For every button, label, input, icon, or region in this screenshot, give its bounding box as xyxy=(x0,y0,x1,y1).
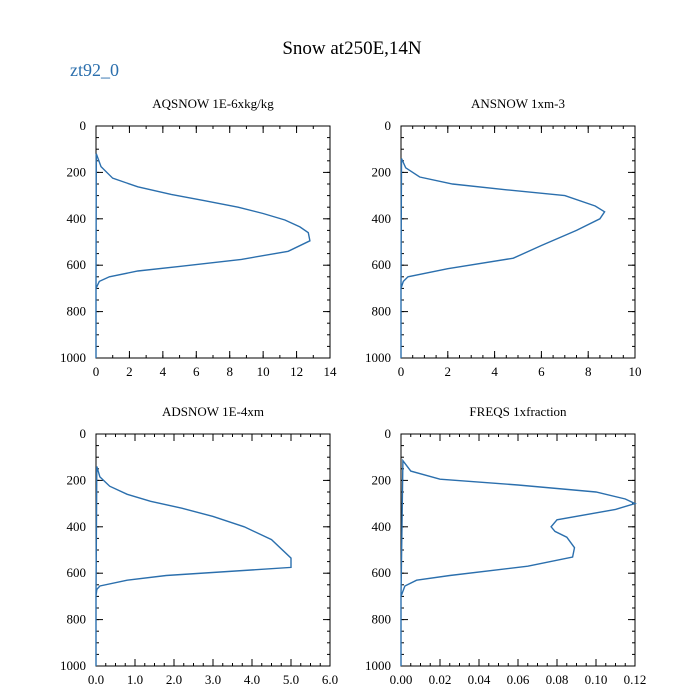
freqs-y-tick-label: 0 xyxy=(385,426,392,441)
aqsnow-title: AQSNOW 1E-6xkg/kg xyxy=(152,96,274,111)
aqsnow-x-tick-label: 12 xyxy=(290,364,303,379)
freqs-x-tick-label: 0.04 xyxy=(468,672,491,687)
ansnow-x-tick-label: 0 xyxy=(398,364,405,379)
freqs-title: FREQS 1xfraction xyxy=(469,404,567,419)
aqsnow-x-tick-label: 6 xyxy=(193,364,200,379)
freqs-x-tick-label: 0.12 xyxy=(624,672,647,687)
legend: zt92_0 xyxy=(70,60,119,80)
panel-freqs: FREQS 1xfraction 0.00 0.02 0.04 0.06 0.08 0.10… xyxy=(365,404,646,687)
adsnow-x-tick-label: 1.0 xyxy=(127,672,143,687)
aqsnow-x-tick-label: 8 xyxy=(226,364,233,379)
ansnow-y-tick-label: 1000 xyxy=(365,350,391,365)
freqs-series-line xyxy=(400,458,637,666)
ansnow-plot-frame xyxy=(400,125,636,359)
figure-title: Snow at250E,14N xyxy=(282,38,422,59)
ansnow-title: ANSNOW 1xm-3 xyxy=(471,96,565,111)
aqsnow-x-tick-label: 2 xyxy=(126,364,133,379)
freqs-plot-frame xyxy=(400,433,636,667)
adsnow-y-tick-label: 800 xyxy=(67,612,87,627)
adsnow-x-tick-label: 6.0 xyxy=(322,672,338,687)
freqs-y-tick-label: 1000 xyxy=(365,658,391,673)
ansnow-x-tick-label: 10 xyxy=(629,364,642,379)
panel-adsnow: ADSNOW 1E-4xm 0.0 1.0 2.0 3.0 4.0 5.0 6.0 0 200 40… xyxy=(60,404,338,687)
ansnow-y-tick-label: 200 xyxy=(372,164,392,179)
aqsnow-x-tick-label: 10 xyxy=(257,364,270,379)
ansnow-y-tick-label: 0 xyxy=(385,118,392,133)
adsnow-x-tick-label: 3.0 xyxy=(205,672,221,687)
freqs-x-tick-label: 0.06 xyxy=(507,672,530,687)
aqsnow-y-tick-label: 600 xyxy=(67,257,87,272)
adsnow-x-tick-label: 2.0 xyxy=(166,672,182,687)
adsnow-x-tick-label: 0.0 xyxy=(88,672,104,687)
ansnow-y-tick-label: 800 xyxy=(372,304,392,319)
aqsnow-x-tick-label: 4 xyxy=(160,364,167,379)
aqsnow-y-tick-label: 0 xyxy=(80,118,87,133)
ansnow-series-line xyxy=(400,158,606,358)
freqs-x-tick-label: 0.00 xyxy=(390,672,413,687)
adsnow-title: ADSNOW 1E-4xm xyxy=(162,404,264,419)
ansnow-x-tick-label: 4 xyxy=(491,364,498,379)
adsnow-plot-frame xyxy=(95,433,331,667)
aqsnow-y-tick-label: 400 xyxy=(67,211,87,226)
adsnow-x-tick-label: 4.0 xyxy=(244,672,260,687)
ansnow-y-tick-label: 400 xyxy=(372,211,392,226)
ansnow-y-tick-label: 600 xyxy=(372,257,392,272)
adsnow-series-line xyxy=(95,466,292,666)
ansnow-x-tick-label: 2 xyxy=(445,364,452,379)
adsnow-x-tick-label: 5.0 xyxy=(283,672,299,687)
adsnow-y-tick-label: 1000 xyxy=(60,658,86,673)
aqsnow-y-tick-label: 800 xyxy=(67,304,87,319)
freqs-x-tick-label: 0.02 xyxy=(429,672,452,687)
freqs-y-tick-label: 400 xyxy=(372,519,392,534)
freqs-x-tick-label: 0.10 xyxy=(585,672,608,687)
ansnow-x-tick-label: 6 xyxy=(538,364,545,379)
panel-aqsnow: AQSNOW 1E-6xkg/kg 0 2 4 6 8 10 12 14 0 200 400 600 80… xyxy=(60,96,337,379)
adsnow-y-tick-label: 200 xyxy=(67,472,87,487)
freqs-y-tick-label: 800 xyxy=(372,612,392,627)
aqsnow-x-tick-label: 14 xyxy=(324,364,338,379)
ansnow-x-tick-label: 8 xyxy=(585,364,592,379)
aqsnow-y-tick-label: 1000 xyxy=(60,350,86,365)
aqsnow-y-tick-label: 200 xyxy=(67,164,87,179)
panel-ansnow: ANSNOW 1xm-3 0 2 4 6 8 10 0 200 400 600 800 1000 xyxy=(365,96,642,379)
aqsnow-plot-frame xyxy=(95,125,331,359)
adsnow-y-tick-label: 600 xyxy=(67,565,87,580)
freqs-x-tick-label: 0.08 xyxy=(546,672,569,687)
adsnow-y-tick-label: 400 xyxy=(67,519,87,534)
legend-label: zt92_0 xyxy=(70,60,119,80)
freqs-y-tick-label: 600 xyxy=(372,565,392,580)
adsnow-y-tick-label: 0 xyxy=(80,426,87,441)
aqsnow-series-line xyxy=(95,153,311,358)
aqsnow-x-tick-label: 0 xyxy=(93,364,100,379)
freqs-y-tick-label: 200 xyxy=(372,472,392,487)
